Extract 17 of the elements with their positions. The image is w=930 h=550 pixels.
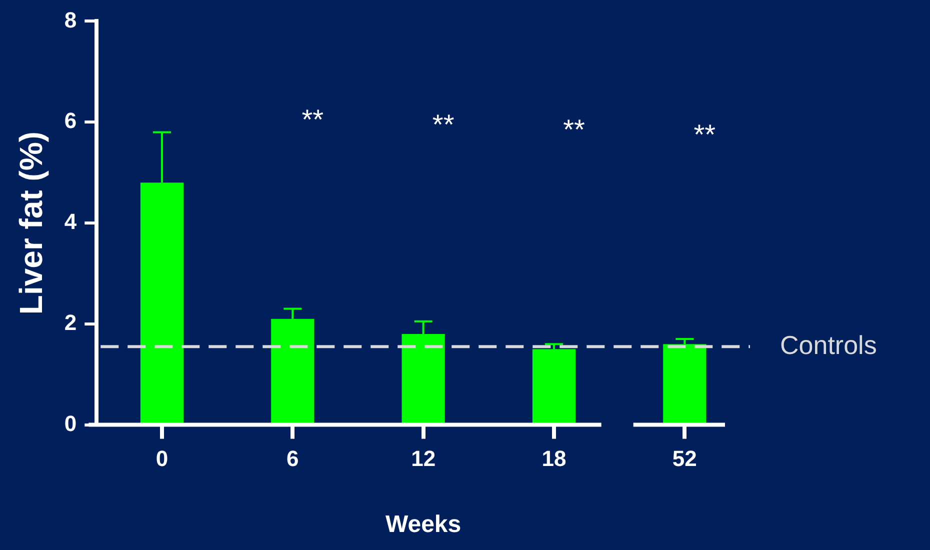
annotation: **: [432, 108, 454, 140]
y-tick-label: 2: [64, 310, 77, 335]
annotation: **: [302, 104, 324, 135]
y-tick-label: 4: [64, 209, 78, 234]
ref-line-label: Controls: [780, 330, 877, 360]
x-tick-label: 52: [672, 446, 697, 472]
y-tick-label: 8: [64, 7, 77, 32]
x-axis-title: Weeks: [386, 511, 462, 538]
x-tick-label: 0: [156, 446, 168, 472]
y-axis-title: Liver fat (%): [13, 131, 50, 315]
x-tick-label: 12: [411, 446, 436, 472]
y-tick-label: 6: [64, 108, 77, 134]
x-tick-label: 18: [542, 446, 566, 472]
y-tick-label: 0: [64, 410, 77, 436]
x-tick-label: 6: [286, 446, 299, 472]
annotation: **: [694, 118, 716, 150]
annotation: **: [563, 114, 585, 145]
